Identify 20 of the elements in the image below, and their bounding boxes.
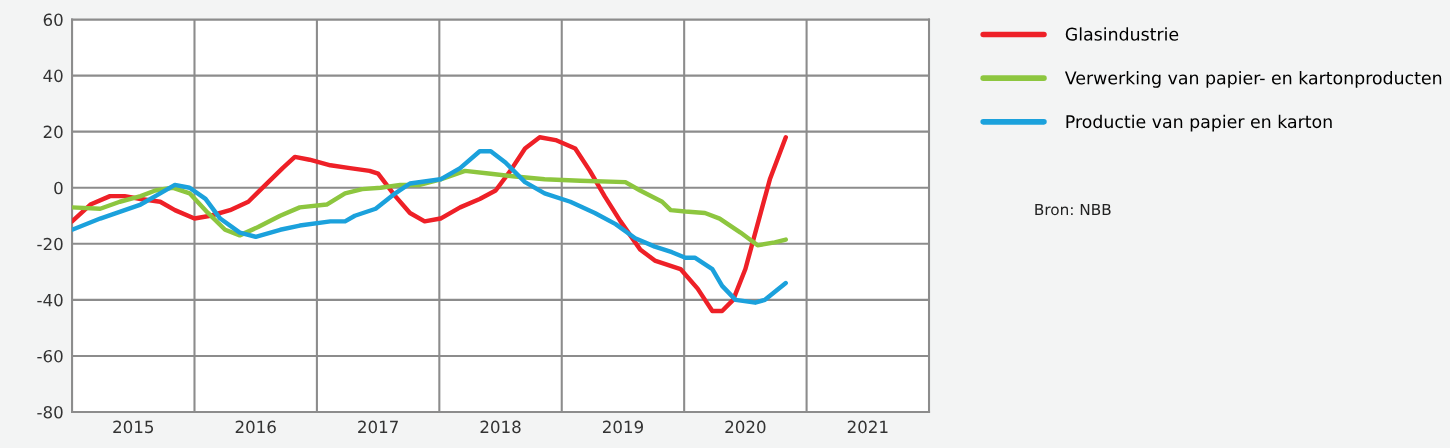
x-tick-label: 2016 (235, 420, 276, 434)
x-tick-label: 2019 (602, 420, 643, 434)
y-tick-label: -20 (37, 237, 63, 251)
y-tick-label: 40 (43, 69, 63, 83)
legend-label: Glasindustrie (1065, 27, 1179, 41)
y-tick-label: 0 (54, 181, 63, 195)
x-tick-label: 2020 (725, 420, 766, 434)
y-tick-label: -40 (37, 293, 63, 307)
x-tick-label: 2015 (113, 420, 154, 434)
x-tick-label: 2021 (847, 420, 888, 434)
x-tick-label: 2017 (358, 420, 398, 434)
text: Bron: NBB (1035, 203, 1111, 216)
x-tick-label: 2018 (480, 420, 521, 434)
y-tick-label: 20 (43, 125, 63, 139)
y-tick-label: -80 (37, 405, 63, 419)
y-tick-label: -60 (37, 349, 63, 363)
legend-label: Verwerking van papier- en kartonproducten (1064, 71, 1442, 88)
line-series (72, 168, 788, 248)
legend-label: Productie van papier en karton (1066, 114, 1332, 132)
y-tick-label: 60 (43, 13, 63, 27)
